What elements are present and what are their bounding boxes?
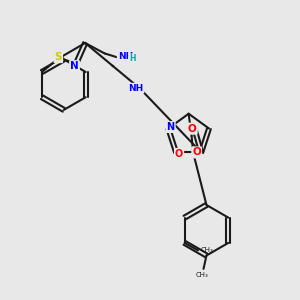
Text: N: N [70,61,79,71]
Text: NH: NH [128,84,143,93]
Text: S: S [55,52,62,62]
Text: N: N [167,122,175,132]
Text: CH₃: CH₃ [196,272,208,278]
Text: O: O [175,149,183,159]
Text: H: H [129,54,135,63]
Text: NH: NH [118,52,133,61]
Text: O: O [188,124,197,134]
Text: CH₃: CH₃ [200,247,213,253]
Text: O: O [192,147,201,158]
